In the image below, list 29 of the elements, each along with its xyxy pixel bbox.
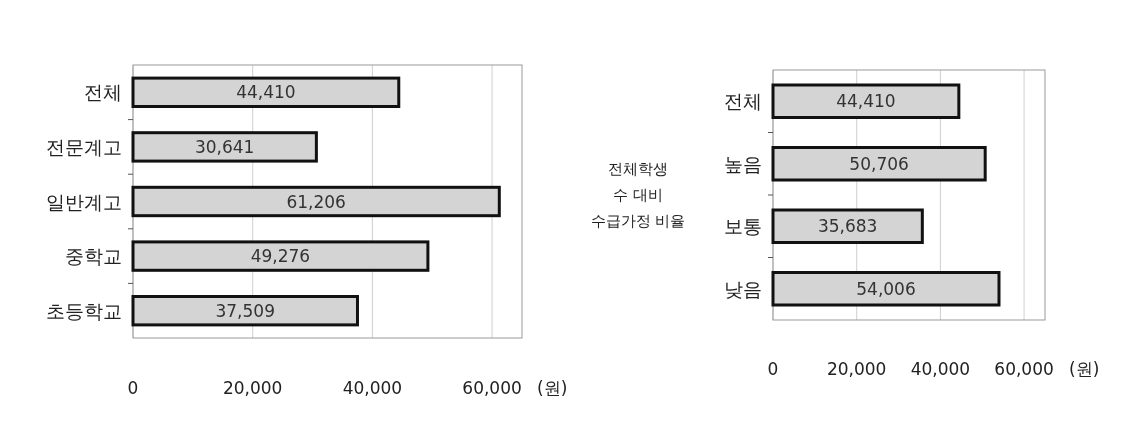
x-tick-label: 20,000: [826, 359, 887, 379]
x-tick-label: 20,000: [222, 378, 283, 398]
data-label: 44,410: [236, 82, 296, 103]
data-label: 61,206: [286, 191, 346, 212]
x-axis-title: (원): [537, 378, 568, 398]
x-tick-label: 0: [127, 378, 139, 398]
y-axis-title: 전체학생 수 대비 수급가정 비율: [590, 160, 686, 230]
x-tick-label: 60,000: [462, 378, 522, 398]
data-label: 35,683: [817, 216, 878, 237]
y-tick-label: 전체: [724, 90, 762, 113]
y-tick-label: 초등학교: [46, 299, 122, 322]
data-label: 44,410: [836, 91, 896, 112]
x-axis-title: (원): [1069, 359, 1100, 379]
x-tick-label: 0: [767, 359, 779, 379]
x-tick-label: 40,000: [910, 359, 971, 379]
x-tick-label: 60,000: [994, 359, 1054, 379]
y-tick-label: 낮음: [724, 277, 762, 300]
data-label: 37,509: [215, 300, 275, 321]
y-tick-label: 높음: [724, 152, 762, 175]
y-tick-label: 전문계고: [46, 135, 122, 158]
y-tick-label: 일반계고: [46, 190, 122, 213]
data-label: 50,706: [849, 153, 909, 174]
data-label: 30,641: [194, 136, 255, 157]
data-label: 49,276: [250, 246, 311, 267]
y-tick-label: 중학교: [65, 245, 122, 268]
y-tick-label: 전체: [84, 81, 122, 104]
data-label: 54,006: [856, 278, 916, 299]
x-tick-label: 40,000: [342, 378, 403, 398]
y-tick-label: 보통: [724, 215, 762, 238]
